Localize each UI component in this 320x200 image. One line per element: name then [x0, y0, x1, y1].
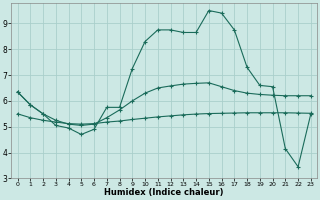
X-axis label: Humidex (Indice chaleur): Humidex (Indice chaleur) [104, 188, 224, 197]
